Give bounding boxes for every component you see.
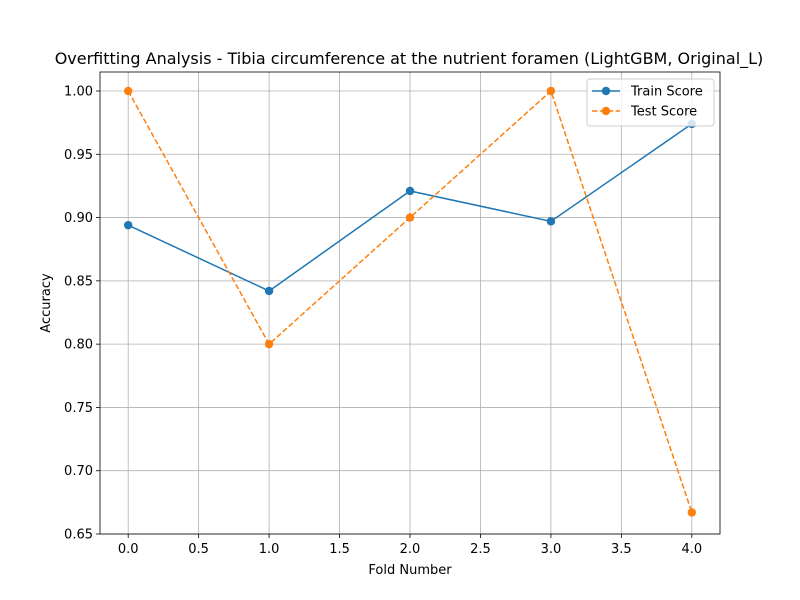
x-tick-label: 3.5 <box>611 542 632 557</box>
legend: Train Score Test Score <box>586 78 715 127</box>
legend-label: Train Score <box>630 85 703 100</box>
legend-marker <box>601 106 611 116</box>
x-tick-label: 0.5 <box>188 542 209 557</box>
x-axis-label: Fold Number <box>368 563 452 578</box>
x-tick-label: 3.0 <box>541 542 562 557</box>
x-tick-label: 1.5 <box>329 542 350 557</box>
series-test-score <box>123 86 697 517</box>
data-point-test-score <box>264 339 274 349</box>
data-point-train-score <box>546 217 556 226</box>
y-tick-label: 0.80 <box>64 338 93 353</box>
y-tick-label: 0.90 <box>64 211 93 226</box>
data-point-train-score <box>264 286 274 296</box>
x-tick-label: 1.0 <box>259 542 280 557</box>
x-tick-label: 2.0 <box>400 542 421 557</box>
y-tick-label: 0.75 <box>64 401 93 416</box>
y-axis-label: Accuracy <box>39 273 54 333</box>
data-point-test-score <box>546 86 556 96</box>
y-tick-label: 1.00 <box>64 84 93 99</box>
series-layer <box>123 86 697 517</box>
grid-lines <box>100 72 720 535</box>
data-point-test-score <box>123 86 133 96</box>
y-tick-label: 0.95 <box>64 148 93 163</box>
data-point-train-score <box>123 220 133 230</box>
data-point-test-score <box>405 213 415 222</box>
legend-label: Test Score <box>630 105 697 120</box>
legend-marker <box>601 86 611 96</box>
y-tick-label: 0.65 <box>64 528 93 543</box>
y-tick-label: 0.85 <box>64 274 93 289</box>
data-point-train-score <box>405 186 415 196</box>
chart-title: Overfitting Analysis - Tibia circumferen… <box>55 49 764 69</box>
x-tick-label: 4.0 <box>681 542 702 557</box>
y-tick-label: 0.70 <box>64 464 93 479</box>
data-point-test-score <box>687 508 697 517</box>
x-tick-label: 2.5 <box>470 542 491 557</box>
x-axis-ticks: 0.0 0.5 1.0 1.5 2.0 2.5 3.0 3.5 4.0 <box>118 534 702 557</box>
y-axis-ticks: 0.65 0.70 0.75 0.80 0.85 0.90 0.95 1.00 <box>64 84 100 543</box>
x-tick-label: 0.0 <box>118 542 139 557</box>
